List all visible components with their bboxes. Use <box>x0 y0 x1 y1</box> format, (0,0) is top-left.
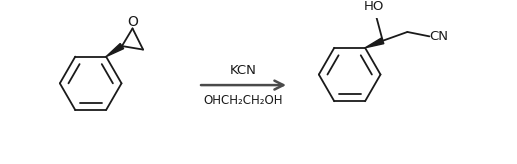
Text: CN: CN <box>430 30 449 43</box>
Text: HO: HO <box>364 0 384 13</box>
Text: KCN: KCN <box>230 64 257 78</box>
Polygon shape <box>365 38 384 48</box>
Polygon shape <box>106 43 124 57</box>
Text: OHCH₂CH₂OH: OHCH₂CH₂OH <box>204 94 283 107</box>
Text: O: O <box>127 15 138 29</box>
